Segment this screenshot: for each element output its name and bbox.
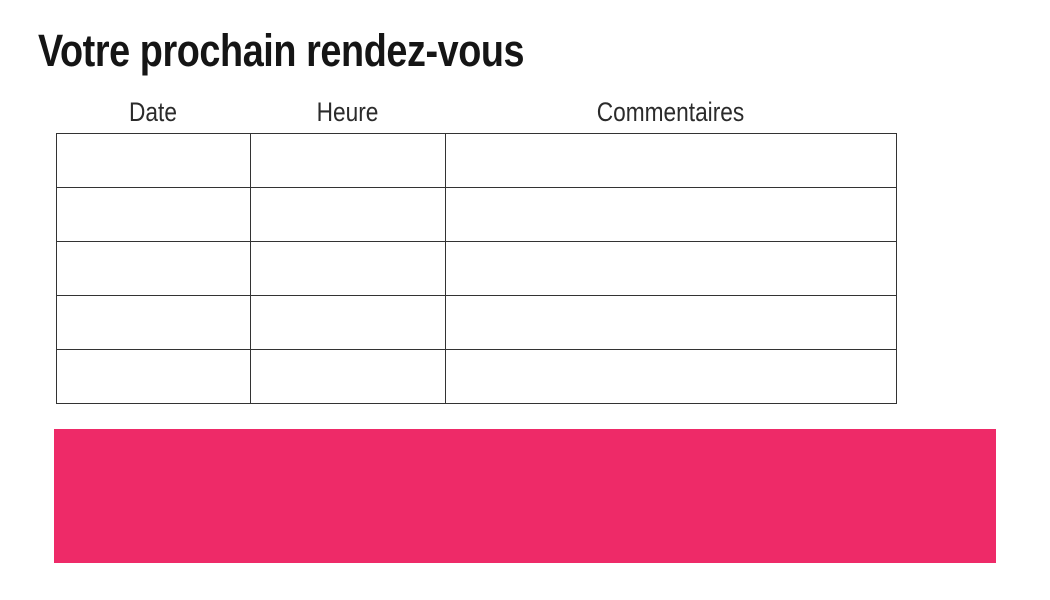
table-row	[56, 241, 897, 296]
table-cell	[250, 241, 446, 296]
table-cell	[445, 187, 897, 242]
table-cell	[445, 133, 897, 188]
table-cell	[250, 187, 446, 242]
column-header-date: Date	[129, 97, 177, 127]
table-cell	[250, 349, 446, 404]
column-header-commentaires: Commentaires	[596, 97, 745, 127]
table-cell	[56, 133, 251, 188]
table-row	[56, 295, 897, 350]
table-cell	[56, 295, 251, 350]
table-cell	[250, 295, 446, 350]
table-row	[56, 187, 897, 242]
appointments-table	[56, 133, 897, 404]
table-cell	[445, 241, 897, 296]
table-cell	[56, 241, 251, 296]
table-row	[56, 349, 897, 404]
table-cell	[56, 349, 251, 404]
table-column-headers: Date Heure Commentaires	[56, 92, 896, 128]
column-header-heure: Heure	[316, 97, 379, 127]
table-row	[56, 133, 897, 188]
accent-banner	[54, 429, 996, 563]
table-cell	[445, 349, 897, 404]
appointments-table-body	[56, 133, 897, 404]
table-cell	[56, 187, 251, 242]
table-cell	[445, 295, 897, 350]
table-cell	[250, 133, 446, 188]
page-title: Votre prochain rendez-vous	[38, 25, 525, 76]
